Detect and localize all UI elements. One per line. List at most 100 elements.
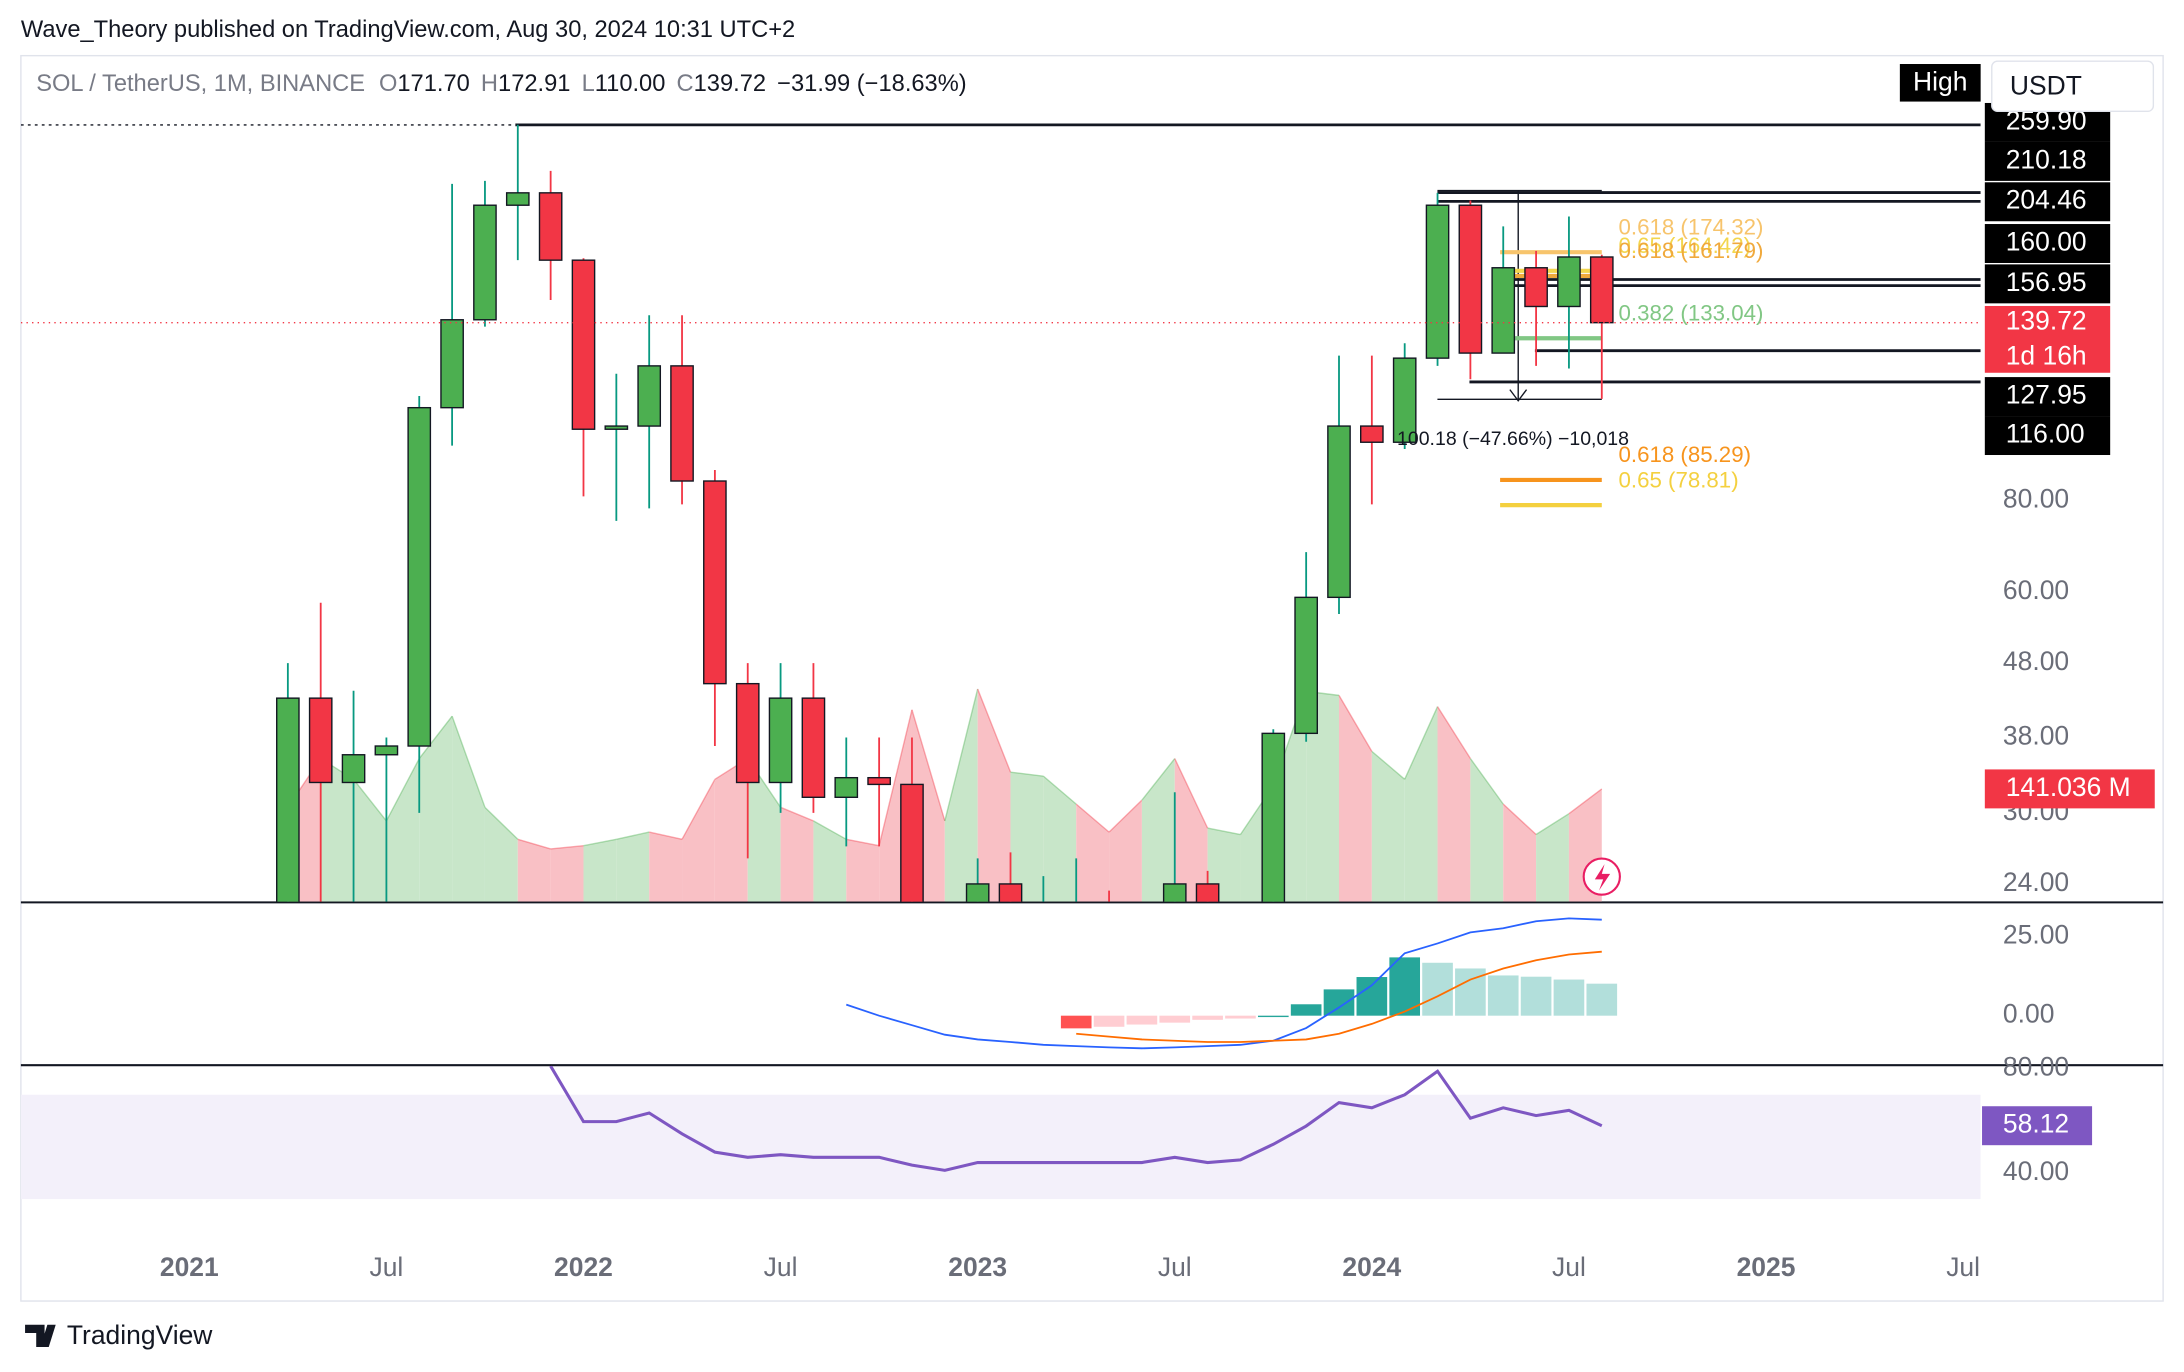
ohlc-key: O <box>379 71 397 97</box>
measure-label: 100.18 (−47.66%) −10,018 <box>1397 428 1629 450</box>
ohlc-value: 139.72 <box>694 71 766 97</box>
volume-edge <box>944 688 979 822</box>
fib-label: 0.65 (78.81) <box>1619 467 1739 492</box>
macd-line <box>845 917 1602 1050</box>
x-tick-label: 2022 <box>554 1252 613 1282</box>
volume-edge <box>583 838 617 847</box>
y-tick-label: 24.00 <box>2003 867 2069 897</box>
candle-body <box>670 365 694 482</box>
level-label: 127.95 <box>2006 380 2087 410</box>
volume-area <box>977 688 1011 902</box>
candle-body <box>505 192 530 206</box>
candle-body <box>1425 204 1450 359</box>
level-label-box <box>1984 141 2111 181</box>
candle-body <box>1162 883 1187 902</box>
price-source-box[interactable] <box>1899 64 1981 102</box>
volume-area <box>1437 706 1471 902</box>
candle-body <box>1360 425 1384 443</box>
volume-area <box>517 839 551 902</box>
volume-edge <box>1371 750 1406 780</box>
volume-area <box>944 688 978 902</box>
level-label-box <box>1984 182 2111 222</box>
volume-edge <box>846 838 880 847</box>
volume-edge <box>1535 813 1570 836</box>
volume-area <box>1109 800 1142 902</box>
fib-label: 0.65 (164.42) <box>1619 233 1752 258</box>
candle-body <box>538 192 563 261</box>
last-price-box <box>1984 305 2111 373</box>
ohlc-value: 172.91 <box>498 71 570 97</box>
candle-body <box>1491 267 1516 354</box>
volume-area <box>616 832 650 902</box>
y-tick-label: 80.00 <box>2003 483 2069 513</box>
volume-edge <box>649 831 683 840</box>
currency-box[interactable] <box>1991 60 2155 113</box>
x-tick-label: 2023 <box>948 1252 1007 1282</box>
volume-edge <box>1207 827 1241 836</box>
candle-body <box>308 697 333 784</box>
volume-area <box>1503 804 1537 902</box>
volume-edge <box>1502 803 1537 836</box>
level-label-box <box>1984 377 2111 417</box>
candle-body <box>1589 256 1614 324</box>
x-tick-label: 2025 <box>1737 1252 1796 1282</box>
x-tick-label: Jul <box>369 1252 403 1282</box>
volume-edge <box>1404 706 1439 780</box>
measure-arrow <box>1509 389 1528 402</box>
macd-histogram-bar <box>1422 962 1453 1016</box>
macd-line <box>1076 950 1602 1043</box>
level-label-box <box>1984 416 2111 456</box>
fib-label: 0.618 (174.32) <box>1619 214 1764 239</box>
candle-body <box>341 754 366 784</box>
volume-area <box>682 779 715 902</box>
x-tick-label: Jul <box>1158 1252 1192 1282</box>
volume-edge <box>813 820 847 840</box>
candle-body <box>998 883 1023 902</box>
volume-label: 141.036 M <box>2006 772 2131 802</box>
volume-area <box>1043 776 1077 902</box>
volume-area <box>484 807 518 902</box>
y-tick-label: 60.00 <box>2003 575 2069 605</box>
volume-label-box <box>1984 769 2155 809</box>
volume-area <box>320 758 354 902</box>
volume-edge <box>977 688 1012 773</box>
volume-area <box>846 839 880 902</box>
macd-histogram-bar <box>1323 989 1355 1016</box>
rsi-label-box <box>1982 1106 2093 1146</box>
volume-area <box>1141 758 1175 902</box>
candle-body <box>1195 883 1220 902</box>
ohlc-key: C <box>677 71 694 97</box>
candle-body <box>571 259 596 430</box>
macd-histogram-bar <box>1225 1015 1256 1019</box>
volume-edge <box>484 806 519 840</box>
rsi-tick-label: 80.00 <box>2003 1052 2069 1082</box>
macd-histogram-bar <box>1192 1015 1223 1020</box>
candle-body <box>1557 256 1581 308</box>
macd-tick-label: 0.00 <box>2003 999 2054 1029</box>
symbol: SOL / TetherUS, 1M, BINANCE <box>36 71 365 97</box>
candle-body <box>801 697 826 798</box>
volume-edge <box>1436 706 1471 759</box>
volume-area <box>353 779 387 902</box>
volume-area <box>1174 758 1208 902</box>
candle-body <box>473 204 497 321</box>
volume-edge <box>1010 771 1044 777</box>
countdown: 1d 16h <box>2006 340 2087 370</box>
x-tick-label: 2021 <box>160 1252 219 1282</box>
macd-histogram-bar <box>1553 979 1585 1016</box>
candle-body <box>1327 425 1351 599</box>
publisher: Wave_Theory published on TradingView.com… <box>21 17 795 43</box>
rsi-band <box>20 1094 1981 1200</box>
change: −31.99 (−18.63%) <box>777 71 966 97</box>
volume-area <box>1010 772 1044 902</box>
price-source[interactable]: High <box>1913 66 1967 96</box>
x-tick-label: Jul <box>1552 1252 1586 1282</box>
macd-histogram-bar <box>1093 1015 1125 1027</box>
candle-body <box>965 883 990 902</box>
logo <box>25 1324 56 1347</box>
level-label-box <box>1984 264 2111 304</box>
currency[interactable]: USDT <box>2010 71 2082 101</box>
candle-body <box>1524 267 1548 308</box>
volume-area <box>386 758 420 902</box>
